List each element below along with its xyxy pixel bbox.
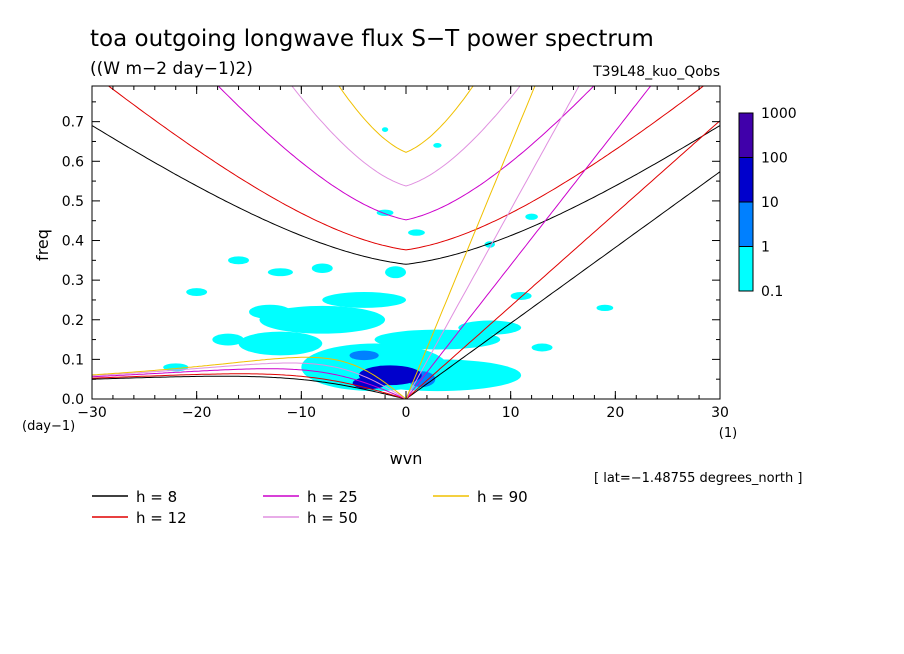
legend-label: h = 25 [307, 488, 358, 506]
y-tick-label: 0.3 [62, 273, 84, 289]
colorbar-segment [738, 112, 754, 158]
y-tick-label: 0.0 [62, 392, 84, 408]
dispersion-curve [92, 125, 720, 265]
axis-ticks: −30 −20 −10 0 10 20 30 0.0 0.1 0.2 0.3 0.4 0.5 0.6 0.7 [62, 86, 729, 421]
x-tick-label: 30 [711, 405, 729, 421]
x-tick-label: −30 [77, 405, 107, 421]
x-tick-label: 20 [606, 405, 624, 421]
power-contour-blob [408, 229, 425, 236]
power-contour-blob [212, 333, 244, 346]
colorbar-level-label: 1000 [761, 106, 797, 122]
dispersion-curve [92, 368, 407, 399]
run-label: T39L48_kuo_Qobs [592, 64, 720, 80]
y-unit-label: (day−1) [22, 419, 75, 434]
power-contour-blob [228, 256, 250, 265]
x-tick-label: 10 [502, 405, 520, 421]
dispersion-curves [92, 86, 720, 399]
dispersion-curve [92, 356, 407, 399]
x-tick-label: −10 [287, 405, 317, 421]
dispersion-curve [107, 86, 705, 251]
legend-label: h = 12 [136, 509, 187, 527]
power-contour-blob [349, 350, 379, 361]
power-contour-blob [186, 288, 208, 296]
y-axis-label: freq [33, 229, 52, 261]
dispersion-curve [92, 375, 407, 399]
dispersion-curve [291, 86, 521, 187]
chart-title: toa outgoing longwave flux S−T power spe… [90, 26, 654, 52]
power-contour-blob [322, 292, 406, 308]
power-contour-blob [248, 304, 291, 319]
colorbar-segment [738, 201, 754, 247]
x-tick-label: 0 [402, 405, 411, 421]
colorbar-level-label: 1 [761, 240, 770, 256]
dispersion-curve [405, 86, 580, 399]
power-contour-blob [596, 304, 614, 312]
power-contour-blob [510, 292, 532, 300]
power-contour-blob [238, 331, 323, 356]
dispersion-curve [92, 373, 407, 399]
dispersion-curve [217, 86, 595, 221]
y-tick-label: 0.7 [62, 115, 84, 131]
power-contour-blob [311, 263, 333, 274]
x-axis-label: wvn [390, 449, 423, 468]
latitude-note: [ lat=−1.48755 degrees_north ] [594, 471, 802, 486]
y-tick-label: 0.6 [62, 154, 84, 170]
power-contour-blob [381, 127, 389, 132]
power-contour-blob [458, 320, 522, 335]
y-tick-label: 0.5 [62, 194, 84, 210]
chart-subtitle: ((W m−2 day−1)2) [90, 59, 253, 79]
dispersion-curve [338, 86, 474, 153]
x-unit-label: (1) [719, 426, 737, 441]
dispersion-curve [405, 86, 536, 399]
dispersion-curve [405, 120, 720, 399]
dispersion-curve [405, 86, 652, 399]
colorbar: 0.1 1 10 100 1000 [738, 106, 797, 300]
power-contour-blob [376, 209, 394, 216]
y-tick-label: 0.4 [62, 234, 84, 250]
dispersion-curve [405, 171, 720, 399]
power-contour-blob [259, 305, 386, 334]
power-contour-blob [267, 268, 293, 277]
power-contour-blob [433, 143, 442, 148]
legend-label: h = 90 [477, 488, 528, 506]
legend-label: h = 50 [307, 509, 358, 527]
power-contour-blob [385, 266, 406, 279]
power-contour-blob [531, 343, 553, 352]
y-tick-label: 0.1 [62, 352, 84, 368]
colorbar-level-label: 10 [761, 195, 779, 211]
legend-label: h = 8 [136, 488, 177, 506]
y-tick-label: 0.2 [62, 313, 84, 329]
colorbar-level-label: 0.1 [761, 284, 783, 300]
dispersion-curve [92, 362, 407, 399]
colorbar-level-label: 100 [761, 151, 788, 167]
power-contour-blob [525, 213, 538, 220]
colorbar-segment [738, 246, 754, 292]
colorbar-segment [738, 157, 754, 203]
power-contour-blob [374, 329, 501, 350]
spectral-power-contours [163, 127, 614, 392]
legend: h = 8 h = 12 h = 25 h = 50 h = 90 [92, 488, 528, 527]
x-tick-label: −20 [182, 405, 212, 421]
